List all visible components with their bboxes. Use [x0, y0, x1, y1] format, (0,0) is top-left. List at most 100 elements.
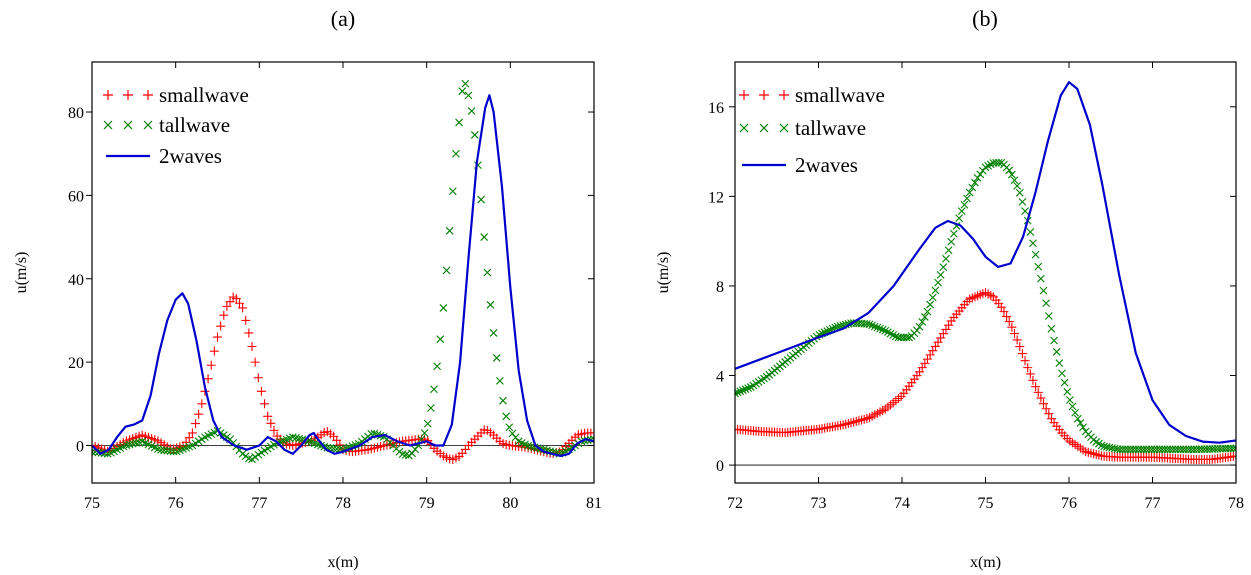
data-point-smallwave [1036, 393, 1046, 403]
data-point-tallwave [942, 254, 950, 263]
data-point-tallwave [430, 385, 438, 394]
data-point-tallwave [157, 446, 165, 454]
data-point-smallwave [216, 321, 226, 331]
data-point-tallwave [163, 446, 172, 455]
legend-label-tallwave: tallwave [159, 113, 230, 137]
data-point-tallwave [1029, 239, 1037, 248]
data-point-tallwave [1079, 423, 1087, 432]
legend-marker-tallwave [103, 120, 113, 130]
data-point-tallwave [1047, 324, 1056, 333]
data-point-tallwave [486, 300, 495, 309]
data-point-tallwave [739, 386, 747, 395]
legend-label-2waves: 2waves [795, 153, 858, 177]
x-tick-label: 79 [419, 495, 435, 512]
data-point-tallwave [404, 451, 413, 460]
data-point-smallwave [1023, 363, 1033, 373]
data-point-tallwave [949, 229, 958, 238]
legend-marker-smallwave [103, 90, 113, 100]
data-point-tallwave [1026, 228, 1035, 236]
data-point-tallwave [868, 321, 877, 330]
data-point-tallwave [1031, 250, 1040, 259]
y-tick-label: 16 [708, 100, 724, 117]
data-point-tallwave [926, 300, 935, 309]
data-point-tallwave [1068, 402, 1077, 411]
data-point-tallwave [736, 387, 745, 396]
plot-frame [734, 61, 1237, 484]
y-tick-label: 0 [76, 438, 84, 455]
data-point-tallwave [495, 376, 504, 385]
x-tick-label: 75 [978, 495, 994, 512]
data-point-tallwave [913, 326, 921, 335]
legend-marker-smallwave [759, 90, 769, 100]
data-point-tallwave [965, 188, 974, 197]
legend-marker-smallwave [779, 90, 789, 100]
series-tallwave [92, 79, 594, 464]
data-point-tallwave [1073, 414, 1082, 423]
data-point-tallwave [973, 173, 982, 182]
data-point-tallwave [1055, 359, 1064, 368]
series-smallwave [735, 288, 1236, 464]
data-point-tallwave [918, 317, 927, 326]
data-point-smallwave [1010, 329, 1020, 339]
x-axis-label: x(m) [970, 554, 1001, 571]
y-tick-label: 60 [68, 188, 84, 205]
data-point-smallwave [1041, 404, 1051, 414]
data-point-tallwave [499, 396, 507, 405]
data-point-smallwave [250, 357, 260, 367]
data-point-tallwave [1044, 312, 1053, 320]
data-point-smallwave [197, 399, 207, 409]
y-tick-label: 80 [68, 105, 84, 122]
data-point-tallwave [458, 87, 467, 96]
data-point-tallwave [92, 447, 96, 456]
data-point-smallwave [238, 303, 248, 313]
data-point-tallwave [1050, 336, 1058, 345]
data-point-tallwave [1052, 347, 1061, 356]
data-point-tallwave [931, 286, 940, 295]
data-point-tallwave [1013, 181, 1022, 190]
data-point-tallwave [420, 429, 429, 437]
data-point-tallwave [1097, 441, 1106, 450]
x-tick-label: 78 [1228, 495, 1244, 512]
legend-marker-tallwave [779, 123, 789, 133]
data-point-tallwave [251, 453, 260, 461]
data-point-tallwave [423, 419, 432, 428]
legend-marker-tallwave [123, 120, 133, 130]
data-point-tallwave [442, 266, 451, 275]
data-point-tallwave [455, 118, 463, 127]
data-point-tallwave [1007, 170, 1016, 179]
x-tick-label: 73 [811, 495, 827, 512]
data-point-tallwave [955, 214, 964, 223]
series-2waves [735, 81, 1236, 444]
data-point-smallwave [219, 310, 229, 320]
y-tick-label: 12 [708, 189, 724, 206]
legend-marker-smallwave [739, 90, 749, 100]
data-point-smallwave [260, 399, 270, 409]
panel-a: (a) 75 76 77 78 79 80 81 0 20 40 60 80 x(m) u(m/s) smal… [13, 6, 602, 571]
data-point-smallwave [589, 428, 594, 438]
data-point-smallwave [241, 315, 251, 325]
data-point-smallwave [1020, 356, 1030, 366]
data-point-tallwave [947, 237, 956, 246]
data-point-tallwave [448, 187, 457, 196]
data-point-tallwave [439, 304, 448, 312]
data-point-tallwave [944, 246, 953, 255]
data-point-tallwave [920, 313, 929, 321]
data-point-tallwave [1015, 188, 1024, 197]
data-point-tallwave [744, 384, 753, 393]
data-point-smallwave [1017, 349, 1027, 359]
data-point-tallwave [329, 444, 338, 453]
data-point-tallwave [1034, 262, 1043, 271]
data-point-smallwave [1007, 322, 1017, 332]
data-point-smallwave [244, 328, 254, 338]
x-tick-label: 78 [335, 495, 351, 512]
data-point-smallwave [1231, 451, 1236, 461]
data-point-smallwave [225, 297, 235, 307]
data-point-tallwave [934, 278, 942, 287]
data-point-tallwave [502, 412, 511, 421]
data-point-tallwave [1042, 299, 1051, 308]
data-point-tallwave [1060, 378, 1069, 387]
x-axis-label: x(m) [327, 554, 358, 571]
data-point-smallwave [266, 418, 276, 428]
data-point-tallwave [865, 320, 874, 329]
